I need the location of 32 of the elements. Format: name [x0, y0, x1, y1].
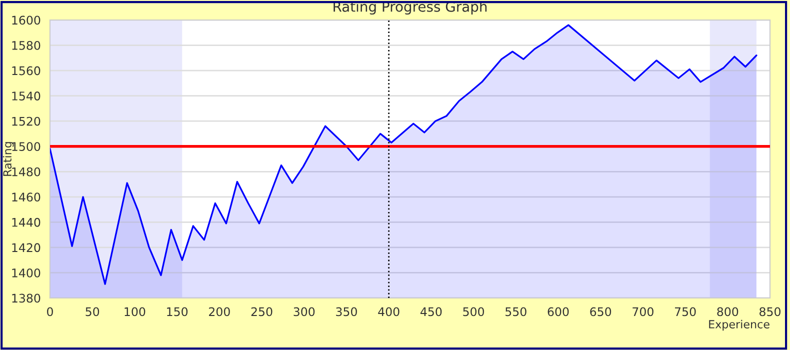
x-tick-label: 150 — [167, 307, 188, 316]
y-tick-label: 1600 — [12, 16, 40, 25]
x-tick-label: 400 — [378, 307, 400, 316]
x-tick-label: 200 — [209, 307, 230, 316]
y-axis-title: Rating — [2, 142, 14, 176]
y-tick-label: 1400 — [12, 268, 40, 278]
x-tick-label: 650 — [590, 307, 612, 316]
x-tick-label: 350 — [336, 307, 357, 316]
y-tick-label: 1480 — [12, 167, 40, 176]
y-tick-label: 1520 — [12, 116, 40, 126]
y-tick-label: 1540 — [12, 92, 40, 100]
y-tick-label: 1440 — [12, 218, 40, 227]
y-tick-label: 1500 — [12, 142, 40, 152]
x-tick-label: 750 — [674, 307, 696, 316]
x-tick-label: 850 — [760, 307, 780, 316]
y-tick-label: 1580 — [12, 40, 40, 50]
y-tick-label: 1380 — [12, 294, 40, 303]
y-tick-label: 1560 — [12, 66, 40, 76]
x-axis-title: Experience — [709, 320, 770, 331]
x-tick-label: 600 — [548, 307, 569, 316]
x-tick-label: 100 — [124, 307, 146, 316]
x-tick-label: 250 — [251, 307, 272, 316]
y-tick-label: 1420 — [12, 243, 40, 252]
x-tick-label: 0 — [47, 307, 53, 316]
x-tick-label: 800 — [717, 307, 738, 316]
x-tick-label: 550 — [506, 307, 526, 316]
x-tick-label: 450 — [420, 307, 442, 316]
x-tick-label: 500 — [463, 307, 484, 316]
x-tick-label: 700 — [632, 307, 654, 316]
x-tick-label: 300 — [294, 307, 315, 316]
x-tick-label: 50 — [86, 307, 100, 316]
y-tick-label: 1460 — [12, 192, 40, 202]
